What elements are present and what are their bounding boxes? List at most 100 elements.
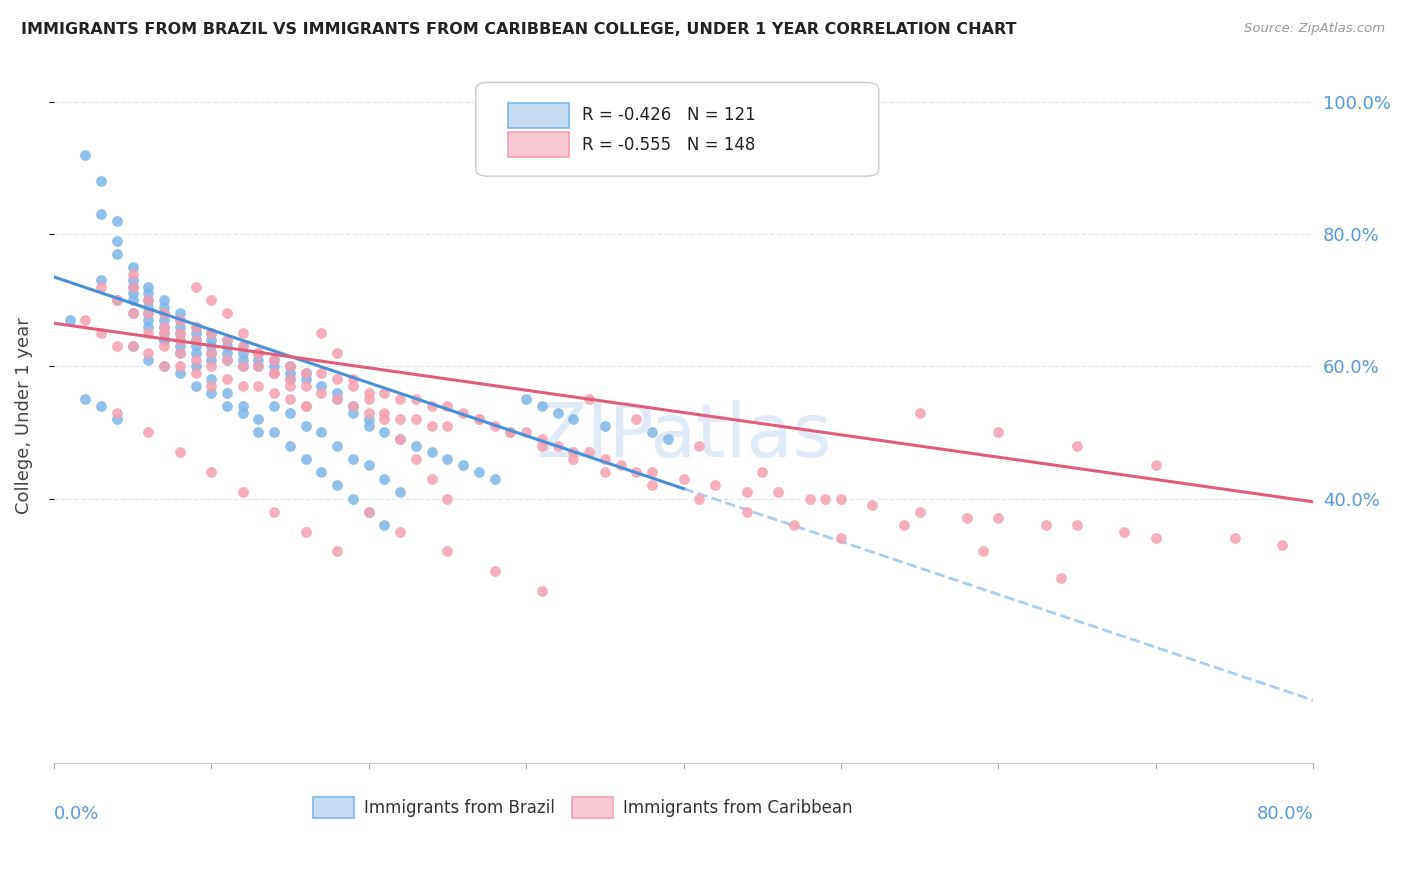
Point xyxy=(405,392,427,407)
Point xyxy=(278,366,301,380)
Point xyxy=(294,451,316,466)
Point xyxy=(263,359,285,374)
Point xyxy=(389,524,412,539)
Point xyxy=(184,366,207,380)
Point xyxy=(373,472,395,486)
Point xyxy=(311,379,333,393)
Point xyxy=(184,319,207,334)
Point xyxy=(58,313,80,327)
Point xyxy=(562,451,585,466)
Point xyxy=(263,366,285,380)
Point xyxy=(169,326,191,340)
Point xyxy=(1050,571,1073,585)
Point xyxy=(484,472,506,486)
Point xyxy=(247,425,270,440)
Point xyxy=(136,352,159,367)
Point xyxy=(136,326,159,340)
Point xyxy=(357,505,380,519)
Point xyxy=(389,432,412,446)
Point xyxy=(278,359,301,374)
Point xyxy=(169,339,191,353)
Point xyxy=(451,405,474,419)
Point xyxy=(75,313,97,327)
Point xyxy=(688,491,710,506)
Point xyxy=(657,432,679,446)
Point xyxy=(200,326,222,340)
Point xyxy=(326,392,349,407)
Point xyxy=(232,339,254,353)
Point xyxy=(357,458,380,473)
Point xyxy=(735,505,758,519)
Point xyxy=(326,372,349,386)
Point xyxy=(136,293,159,307)
Point xyxy=(153,339,176,353)
Point xyxy=(121,339,143,353)
Point xyxy=(121,280,143,294)
Point xyxy=(105,405,128,419)
Point xyxy=(215,352,238,367)
Point xyxy=(294,524,316,539)
Point xyxy=(105,293,128,307)
Point xyxy=(90,326,112,340)
Point xyxy=(121,286,143,301)
Point xyxy=(593,451,616,466)
Point xyxy=(342,372,364,386)
Point xyxy=(704,478,727,492)
Text: Source: ZipAtlas.com: Source: ZipAtlas.com xyxy=(1244,22,1385,36)
Point xyxy=(799,491,821,506)
Point xyxy=(184,326,207,340)
Point xyxy=(783,518,806,533)
Point xyxy=(247,359,270,374)
Point xyxy=(184,339,207,353)
Point xyxy=(751,465,773,479)
Text: R = -0.426   N = 121: R = -0.426 N = 121 xyxy=(582,106,755,124)
Point xyxy=(562,412,585,426)
Point xyxy=(294,366,316,380)
Point xyxy=(530,439,553,453)
Point xyxy=(136,293,159,307)
Point xyxy=(311,326,333,340)
Point xyxy=(436,399,458,413)
Point xyxy=(499,425,522,440)
Point xyxy=(169,346,191,360)
Text: IMMIGRANTS FROM BRAZIL VS IMMIGRANTS FROM CARIBBEAN COLLEGE, UNDER 1 YEAR CORREL: IMMIGRANTS FROM BRAZIL VS IMMIGRANTS FRO… xyxy=(21,22,1017,37)
Point xyxy=(200,352,222,367)
Point xyxy=(153,306,176,320)
Point xyxy=(357,385,380,400)
Point xyxy=(420,445,443,459)
Point xyxy=(75,147,97,161)
Point xyxy=(215,333,238,347)
Point xyxy=(1144,531,1167,545)
Point xyxy=(641,465,664,479)
Point xyxy=(278,379,301,393)
Point xyxy=(641,425,664,440)
Point xyxy=(136,306,159,320)
Point xyxy=(405,439,427,453)
Point xyxy=(153,326,176,340)
Point xyxy=(215,306,238,320)
Point xyxy=(215,352,238,367)
Point xyxy=(278,359,301,374)
Point xyxy=(311,385,333,400)
Point xyxy=(987,511,1010,525)
Point xyxy=(184,379,207,393)
Point xyxy=(735,484,758,499)
Point xyxy=(436,451,458,466)
Point xyxy=(184,280,207,294)
Point xyxy=(169,313,191,327)
Point xyxy=(893,518,915,533)
Point xyxy=(278,392,301,407)
Point xyxy=(247,379,270,393)
Point xyxy=(373,412,395,426)
Point xyxy=(862,498,884,512)
Point xyxy=(121,260,143,274)
Point xyxy=(200,346,222,360)
Point xyxy=(105,234,128,248)
Point xyxy=(814,491,837,506)
Point xyxy=(987,425,1010,440)
Point xyxy=(530,432,553,446)
FancyBboxPatch shape xyxy=(475,82,879,177)
Point xyxy=(1066,439,1088,453)
Point xyxy=(263,352,285,367)
Point xyxy=(215,333,238,347)
